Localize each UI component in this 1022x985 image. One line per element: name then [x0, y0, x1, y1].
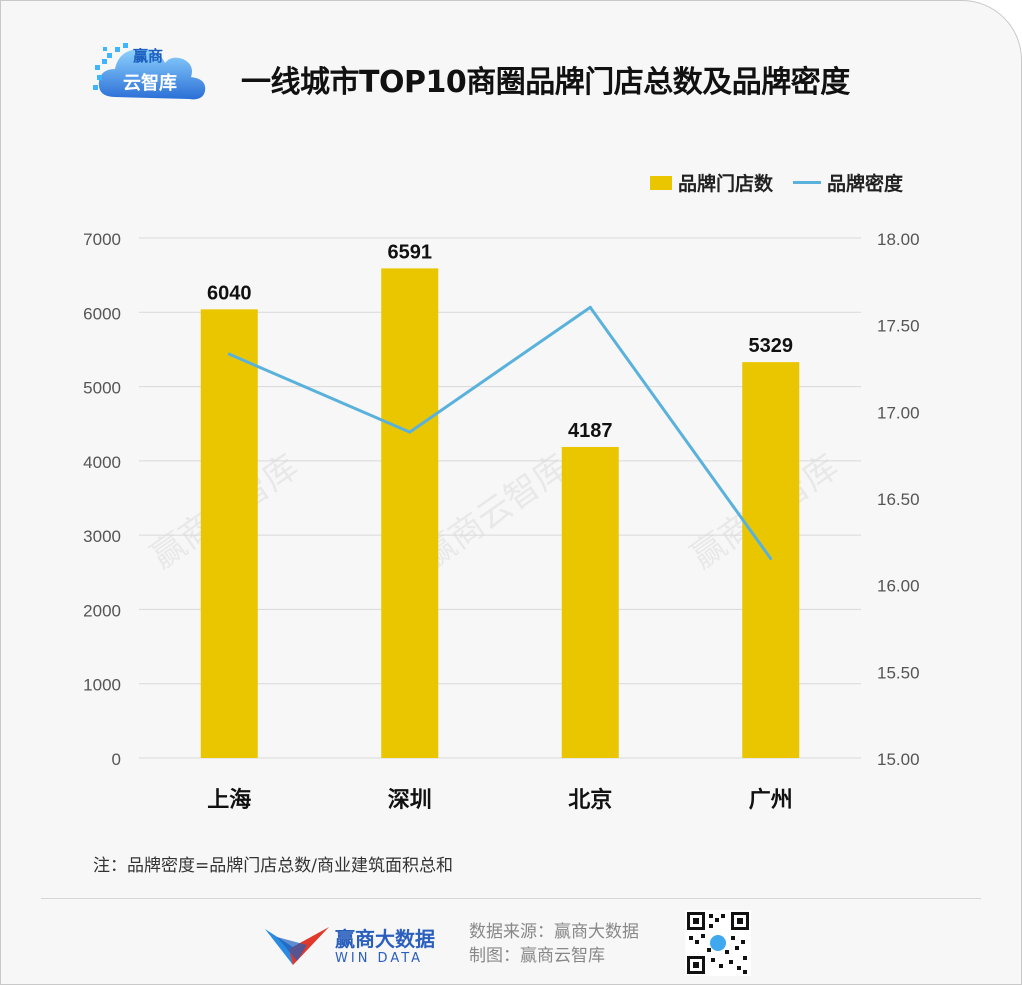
y-left-tick-label: 6000 [83, 304, 121, 323]
x-category-label: 深圳 [388, 788, 432, 813]
y-right-tick-label: 16.50 [877, 490, 920, 509]
legend-item-bar: 品牌门店数 [649, 169, 773, 196]
logo-text-top: 赢商 [133, 47, 164, 65]
combo-chart: 赢商云智库赢商云智库赢商云智库0100020003000400050006000… [83, 230, 920, 813]
x-category-label: 广州 [749, 787, 793, 813]
legend-item-line: 品牌密度 [783, 169, 903, 196]
legend-bar-swatch [649, 175, 672, 190]
qr-code-icon [685, 910, 751, 976]
y-left-tick-label: 4000 [83, 453, 121, 472]
footer-brand-sub: WIN DATA [335, 951, 424, 966]
density-point [408, 430, 412, 434]
legend-line-swatch [792, 181, 821, 184]
bar-data-label: 4187 [568, 420, 613, 442]
bar [381, 268, 439, 758]
y-left-tick-label: 7000 [83, 230, 121, 249]
bar-data-label: 6591 [388, 241, 433, 263]
chart-title: 一线城市TOP10商圈品牌门店总数及品牌密度 [241, 65, 850, 100]
footer-source: 数据来源：赢商大数据 制图：赢商云智库 [469, 920, 639, 968]
made-by-line: 制图：赢商云智库 [469, 946, 605, 966]
cloud-logo-icon [93, 43, 206, 100]
y-left-tick-label: 3000 [83, 527, 121, 546]
footer-brand-name: 赢商大数据 [335, 927, 435, 951]
brand-logo: 赢商 云智库 [93, 35, 211, 105]
chart-legend: 品牌门店数 品牌密度 [649, 169, 903, 196]
y-left-tick-label: 2000 [83, 601, 121, 620]
density-point [588, 305, 592, 309]
wing-logo-icon [265, 927, 329, 965]
footnote: 注：品牌密度=品牌门店总数/商业建筑面积总和 [93, 856, 453, 876]
source-line: 数据来源：赢商大数据 [469, 922, 639, 942]
density-point [769, 557, 773, 561]
bar-data-label: 6040 [207, 282, 252, 304]
footer-brand: 赢商大数据 WIN DATA [263, 921, 463, 971]
y-right-tick-label: 17.00 [877, 403, 920, 422]
footer-divider [41, 898, 981, 899]
legend-line-label: 品牌密度 [826, 173, 903, 195]
y-right-tick-label: 17.50 [877, 317, 920, 336]
density-line [228, 305, 772, 560]
legend-bar-label: 品牌门店数 [677, 173, 773, 195]
y-left-tick-label: 0 [112, 750, 121, 769]
y-right-tick-label: 15.00 [877, 750, 920, 769]
y-right-tick-label: 16.00 [877, 577, 920, 596]
bar [200, 309, 258, 758]
bar [561, 446, 619, 758]
logo-text-bottom: 云智库 [123, 73, 177, 94]
bar-data-label: 5329 [749, 335, 794, 357]
x-category-label: 上海 [207, 787, 251, 813]
y-right-tick-label: 15.50 [877, 663, 920, 682]
x-category-label: 北京 [568, 787, 612, 813]
density-point [227, 352, 231, 356]
y-right-tick-label: 18.00 [877, 230, 920, 249]
y-left-tick-label: 1000 [83, 676, 121, 695]
y-left-tick-label: 5000 [83, 379, 121, 398]
